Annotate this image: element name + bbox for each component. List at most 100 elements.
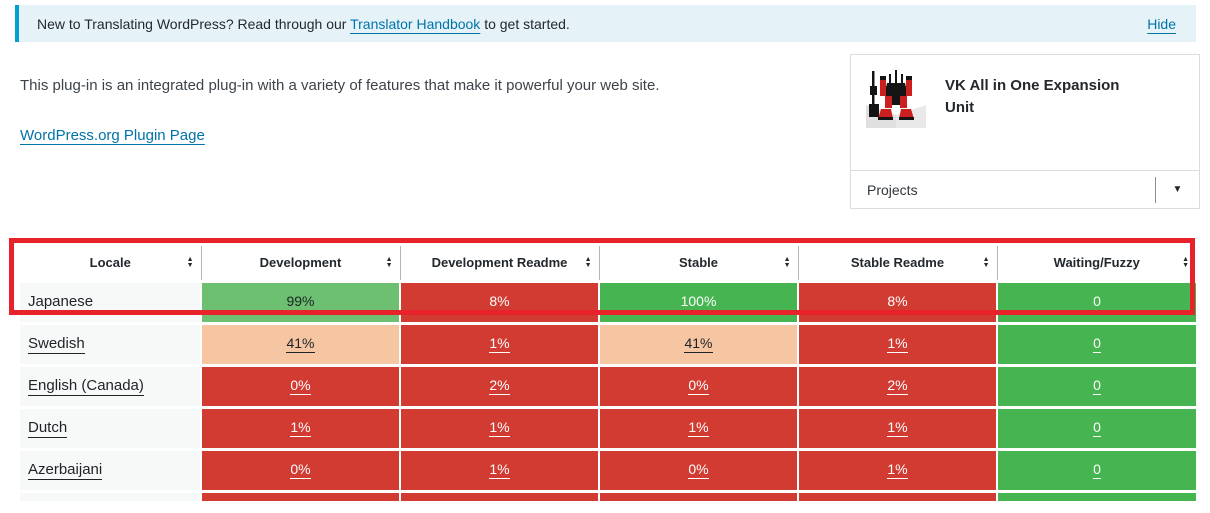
- percent-link[interactable]: 0: [1093, 461, 1101, 479]
- percent-link[interactable]: 0%: [688, 377, 709, 395]
- waiting-fuzzy-cell: 0: [996, 321, 1196, 365]
- partial-cell: [200, 489, 400, 501]
- stable-cell: 0%: [598, 447, 798, 491]
- percent-link[interactable]: 1%: [489, 419, 510, 437]
- table-row-azerbaijani: Azerbaijani 0% 1% 0% 1% 0: [20, 447, 1196, 491]
- percent-link[interactable]: 8%: [489, 293, 510, 311]
- translation-status-table-wrap: Locale ▲ ▼ Development ▲ ▼ Development Readme ▲…: [20, 246, 1196, 501]
- partial-cell: [598, 489, 798, 501]
- locale-link-azerbaijani[interactable]: Azerbaijani: [28, 460, 103, 480]
- development-readme-cell: 1%: [399, 321, 599, 365]
- percent-link[interactable]: 0%: [290, 461, 311, 479]
- sort-icon: ▲ ▼: [982, 255, 990, 269]
- stable-readme-cell: 2%: [797, 363, 997, 407]
- table-row-dutch: Dutch 1% 1% 1% 1% 0: [20, 405, 1196, 449]
- column-header-label: Stable: [678, 255, 718, 271]
- project-card: VK All in One Expansion Unit Projects ▼: [850, 54, 1200, 209]
- percent-link[interactable]: 1%: [887, 419, 908, 437]
- percent-link[interactable]: 100%: [680, 293, 717, 311]
- column-header-locale[interactable]: Locale ▲ ▼: [20, 246, 201, 282]
- table-row-japanese: Japanese 99% 8% 100% 8% 0: [20, 279, 1196, 323]
- projects-dropdown-toggle[interactable]: ▼: [1155, 176, 1199, 203]
- table-row-swedish: Swedish 41% 1% 41% 1% 0: [20, 321, 1196, 365]
- percent-link[interactable]: 99%: [286, 293, 315, 311]
- percent-link[interactable]: 2%: [887, 377, 908, 395]
- percent-link[interactable]: 0: [1093, 335, 1101, 353]
- development-readme-cell: 2%: [399, 363, 599, 407]
- percent-link[interactable]: 41%: [286, 335, 315, 353]
- locale-cell-japanese: Japanese: [20, 279, 201, 323]
- stable-readme-cell: 8%: [797, 279, 997, 323]
- locale-cell-azerbaijani: Azerbaijani: [20, 447, 201, 491]
- column-header-label: Development Readme: [431, 255, 568, 271]
- wordpress-org-plugin-page-link[interactable]: WordPress.org Plugin Page: [20, 127, 205, 144]
- sort-icon: ▲ ▼: [1182, 255, 1189, 269]
- stable-cell: 1%: [598, 405, 798, 449]
- waiting-fuzzy-cell: 0: [996, 447, 1196, 491]
- percent-link[interactable]: 0: [1093, 419, 1101, 437]
- notice-text-after: to get started.: [480, 15, 570, 32]
- projects-dropdown[interactable]: Projects ▼: [851, 170, 1199, 208]
- column-header-waiting-fuzzy[interactable]: Waiting/Fuzzy ▲ ▼: [996, 246, 1196, 282]
- column-header-development[interactable]: Development ▲ ▼: [200, 246, 400, 282]
- notice-banner: New to Translating WordPress? Read throu…: [15, 5, 1196, 42]
- percent-link[interactable]: 0: [1093, 293, 1101, 311]
- table-header-row: Locale ▲ ▼ Development ▲ ▼ Development Readme ▲…: [20, 246, 1196, 282]
- sort-icon: ▲ ▼: [186, 255, 194, 269]
- locale-cell-english-canada: English (Canada): [20, 363, 201, 407]
- locale-link-english-canada[interactable]: English (Canada): [28, 376, 144, 396]
- partial-cell: [996, 489, 1196, 501]
- percent-link[interactable]: 0%: [290, 377, 311, 395]
- percent-link[interactable]: 1%: [290, 419, 311, 437]
- percent-link[interactable]: 1%: [887, 335, 908, 353]
- partial-cell: [399, 489, 599, 501]
- projects-dropdown-label: Projects: [867, 181, 918, 198]
- percent-link[interactable]: 1%: [688, 419, 709, 437]
- column-header-stable[interactable]: Stable ▲ ▼: [598, 246, 798, 282]
- stable-cell: 41%: [598, 321, 798, 365]
- locale-cell-dutch: Dutch: [20, 405, 201, 449]
- stable-readme-cell: 1%: [797, 447, 997, 491]
- stable-readme-cell: 1%: [797, 405, 997, 449]
- table-row-english-canada: English (Canada) 0% 2% 0% 2% 0: [20, 363, 1196, 407]
- development-cell: 41%: [200, 321, 400, 365]
- column-header-label: Stable Readme: [850, 255, 945, 271]
- development-cell: 1%: [200, 405, 400, 449]
- percent-link[interactable]: 41%: [684, 335, 713, 353]
- plugin-logo-icon: [865, 67, 927, 129]
- stable-cell: 100%: [598, 279, 798, 323]
- notice-text: New to Translating WordPress? Read throu…: [37, 16, 570, 32]
- percent-link[interactable]: 1%: [489, 335, 510, 353]
- project-card-header: VK All in One Expansion Unit: [851, 55, 1199, 171]
- notice-text-before: New to Translating WordPress? Read throu…: [37, 15, 351, 32]
- stable-cell: 0%: [598, 363, 798, 407]
- partial-cell: [797, 489, 997, 501]
- translator-handbook-link[interactable]: Translator Handbook: [350, 15, 481, 32]
- column-header-development-readme[interactable]: Development Readme ▲ ▼: [399, 246, 599, 282]
- development-cell: 99%: [200, 279, 400, 323]
- locale-cell-swedish: Swedish: [20, 321, 201, 365]
- percent-link[interactable]: 1%: [887, 461, 908, 479]
- waiting-fuzzy-cell: 0: [996, 363, 1196, 407]
- column-header-stable-readme[interactable]: Stable Readme ▲ ▼: [797, 246, 997, 282]
- chevron-down-icon: ▼: [1172, 184, 1183, 195]
- locale-link-japanese[interactable]: Japanese: [28, 292, 94, 312]
- percent-link[interactable]: 8%: [887, 293, 908, 311]
- waiting-fuzzy-cell: 0: [996, 279, 1196, 323]
- column-header-label: Waiting/Fuzzy: [1053, 255, 1140, 271]
- locale-link-dutch[interactable]: Dutch: [28, 418, 68, 438]
- development-readme-cell: 8%: [399, 279, 599, 323]
- percent-link[interactable]: 0: [1093, 377, 1101, 395]
- hide-notice-link[interactable]: Hide: [1147, 15, 1176, 32]
- development-cell: 0%: [200, 447, 400, 491]
- partial-next-row: [20, 489, 1196, 501]
- development-cell: 0%: [200, 363, 400, 407]
- plugin-description: This plug-in is an integrated plug-in wi…: [20, 77, 660, 94]
- percent-link[interactable]: 0%: [688, 461, 709, 479]
- stable-readme-cell: 1%: [797, 321, 997, 365]
- percent-link[interactable]: 1%: [489, 461, 510, 479]
- locale-link-swedish[interactable]: Swedish: [28, 334, 85, 354]
- percent-link[interactable]: 2%: [489, 377, 510, 395]
- translation-status-table: Locale ▲ ▼ Development ▲ ▼ Development Readme ▲…: [20, 246, 1196, 501]
- project-title: VK All in One Expansion Unit: [945, 77, 1120, 116]
